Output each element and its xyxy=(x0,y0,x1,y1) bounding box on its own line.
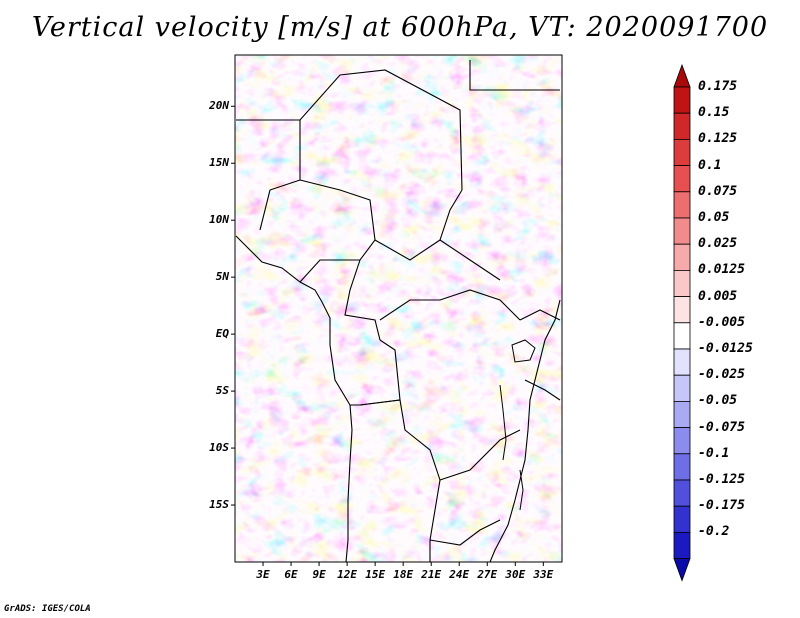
colorbar-swatch xyxy=(673,165,691,193)
lon-tick-label: 21E xyxy=(421,568,442,581)
lake-victoria-outline xyxy=(511,339,536,363)
lat-tick-label: 10N xyxy=(209,213,229,227)
country-borders xyxy=(235,60,561,562)
border-libya-egypt xyxy=(469,60,560,91)
lon-tick-label: 33E xyxy=(533,568,554,581)
border-zambia xyxy=(439,429,521,481)
plot-frame xyxy=(234,54,563,563)
lon-tick-label: 24E xyxy=(449,568,470,581)
lon-tick-label: 18E xyxy=(393,568,414,581)
lon-tick-label: 12E xyxy=(337,568,358,581)
border-cameroon xyxy=(344,259,381,341)
colorbar-under-arrow xyxy=(673,558,691,582)
lake-tanganyika-outline xyxy=(499,384,507,461)
lon-tick-label: 27E xyxy=(477,568,498,581)
colorbar-swatch xyxy=(673,400,691,428)
colorbar-swatch xyxy=(673,217,691,245)
border-car xyxy=(374,239,441,261)
colorbar-swatch xyxy=(673,453,691,481)
colorbar-label: -0.05 xyxy=(698,393,738,409)
lat-tick-label: 5N xyxy=(215,270,229,284)
colorbar-swatch xyxy=(673,374,691,402)
border-kenya xyxy=(519,309,561,321)
coastline-west xyxy=(235,235,353,562)
vertical-velocity-field xyxy=(235,55,562,562)
lon-tick-label: 15E xyxy=(365,568,386,581)
colorbar-swatch xyxy=(673,532,691,560)
lon-tick-label: 3E xyxy=(256,568,270,581)
colorbar-swatch xyxy=(673,479,691,507)
colorbar-swatch xyxy=(673,86,691,114)
colorbar-over-arrow xyxy=(673,63,691,88)
colorbar-swatch xyxy=(673,138,691,166)
border-north-2 xyxy=(259,120,301,231)
colorbar-label: 0.075 xyxy=(698,183,738,199)
lat-tick-label: 20N xyxy=(209,99,229,113)
colorbar-swatch xyxy=(673,296,691,324)
lon-tick-label: 30E xyxy=(505,568,526,581)
colorbar-swatch xyxy=(673,322,691,350)
colorbar-label: -0.025 xyxy=(698,367,745,383)
colorbar-label: -0.175 xyxy=(698,498,745,514)
colorbar-swatch xyxy=(673,505,691,533)
colorbar-swatch xyxy=(673,191,691,219)
colorbar-label: -0.075 xyxy=(698,419,745,435)
colorbar-swatch xyxy=(673,112,691,140)
lon-ticks xyxy=(262,562,544,566)
colorbar-label: -0.005 xyxy=(698,314,745,330)
colorbar-swatch xyxy=(673,269,691,297)
colorbar-swatch xyxy=(673,427,691,455)
lat-tick-label: 5S xyxy=(215,384,229,398)
lat-tick-label: 10S xyxy=(209,441,229,455)
colorbar-label: 0.125 xyxy=(698,131,738,147)
lon-tick-label: 9E xyxy=(312,568,326,581)
lakes xyxy=(499,339,536,511)
colorbar-label: 0.0125 xyxy=(698,262,745,278)
colorbar-swatch xyxy=(673,348,691,376)
colorbar-swatch xyxy=(673,243,691,271)
map-title: Vertical velocity [m/s] at 600hPa, VT: 2… xyxy=(31,12,769,43)
colorbar-label: -0.1 xyxy=(698,445,730,461)
colorbar-label: -0.2 xyxy=(698,524,730,540)
colorbar-label: 0.1 xyxy=(698,157,722,173)
lat-tick-label: 15N xyxy=(209,156,229,170)
coastline-east xyxy=(489,299,561,562)
lon-tick-label: 6E xyxy=(284,568,298,581)
border-zambia-south xyxy=(429,519,501,546)
colorbar-label: 0.05 xyxy=(698,210,730,225)
border-tanzania xyxy=(524,379,561,401)
colorbar-label: 0.025 xyxy=(698,236,738,252)
lat-tick-label: 15S xyxy=(209,498,229,512)
colorbar-label: 0.175 xyxy=(698,79,738,94)
colorbar xyxy=(673,63,691,582)
lat-tick-label: EQ xyxy=(215,327,229,341)
colorbar-label: 0.15 xyxy=(698,105,730,121)
lake-malawi-outline xyxy=(519,469,524,511)
lat-ticks xyxy=(231,105,235,506)
border-north-1 xyxy=(236,69,463,191)
border-drc-north xyxy=(379,289,521,321)
colorbar-label: 0.005 xyxy=(698,288,738,304)
colorbar-label: -0.0125 xyxy=(698,341,753,356)
colorbar-label: -0.125 xyxy=(698,472,745,487)
grads-credit: GrADS: IGES/COLA xyxy=(4,604,91,614)
